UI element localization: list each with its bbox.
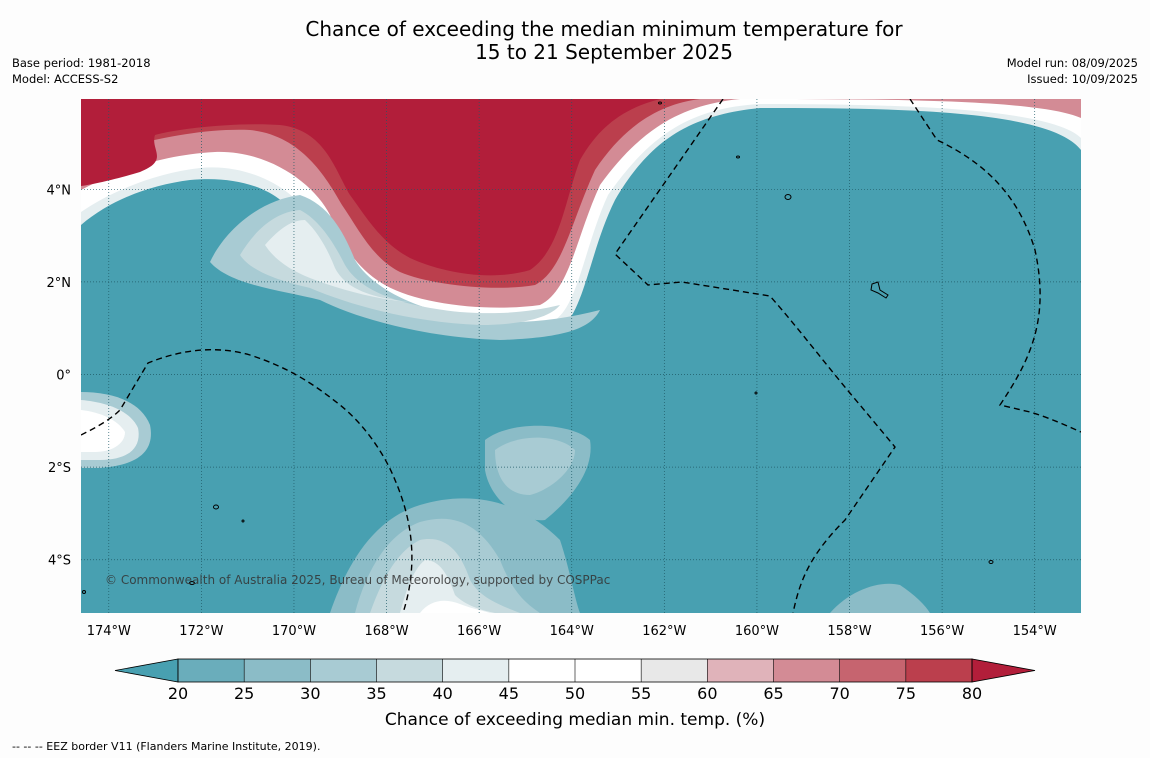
colorbar-segment bbox=[178, 659, 245, 682]
eez-footnote: -- -- -- EEZ border V11 (Flanders Marine… bbox=[12, 740, 321, 753]
islands bbox=[82, 101, 994, 594]
island-3 bbox=[736, 155, 740, 159]
meta-left: Base period: 1981-2018 Model: ACCESS-S2 bbox=[12, 55, 151, 87]
colorbar-tick-label: 55 bbox=[631, 684, 651, 703]
colorbar-tick-label: 60 bbox=[697, 684, 717, 703]
colorbar-segment bbox=[707, 659, 774, 682]
colorbar-segment bbox=[310, 659, 377, 682]
colorbar-extend-high bbox=[971, 658, 1036, 683]
colorbar-segment bbox=[244, 659, 311, 682]
chart-title: Chance of exceeding the median minimum t… bbox=[0, 18, 1150, 64]
colorbar-segment bbox=[641, 659, 708, 682]
lat-tick-label: 4°S bbox=[48, 554, 71, 569]
lat-tick-label: 2°S bbox=[48, 461, 71, 476]
colorbar-tick-label: 65 bbox=[763, 684, 783, 703]
colorbar-segment bbox=[839, 659, 906, 682]
colorbar-tick-label: 35 bbox=[366, 684, 386, 703]
colorbar-extend-low bbox=[114, 658, 179, 683]
colorbar-tick-label: 20 bbox=[168, 684, 188, 703]
lon-tick-label: 160°W bbox=[735, 624, 779, 639]
island-1 bbox=[784, 194, 792, 200]
colorbar-tick-label: 75 bbox=[896, 684, 916, 703]
colorbar-segment bbox=[376, 659, 443, 682]
lat-tick-label: 4°N bbox=[47, 183, 72, 198]
title-line-2: 15 to 21 September 2025 bbox=[475, 40, 733, 64]
eez-border-west bbox=[81, 349, 413, 613]
island-9 bbox=[754, 391, 758, 395]
neutral-patch-west bbox=[81, 392, 151, 468]
meta-right: Model run: 08/09/2025 Issued: 10/09/2025 bbox=[1007, 55, 1138, 87]
colorbar-tick-label: 80 bbox=[962, 684, 982, 703]
colorbar: 20 25 30 35 40 45 50 55 60 65 70 75 80 bbox=[114, 658, 1036, 703]
cool-neutral-patch-north bbox=[210, 195, 600, 340]
colorbar-tick-label: 45 bbox=[499, 684, 519, 703]
lon-tick-label: 154°W bbox=[1013, 624, 1057, 639]
colorbar-tick-label: 50 bbox=[565, 684, 585, 703]
lat-tick-label: 0° bbox=[56, 369, 71, 384]
colorbar-tick-label: 70 bbox=[829, 684, 849, 703]
lon-tick-label: 158°W bbox=[827, 624, 871, 639]
title-line-1: Chance of exceeding the median minimum t… bbox=[305, 17, 903, 41]
colorbar-tick-label: 30 bbox=[300, 684, 320, 703]
lon-tick-label: 164°W bbox=[550, 624, 594, 639]
base-period-text: Base period: 1981-2018 bbox=[12, 56, 151, 70]
lon-tick-label: 168°W bbox=[364, 624, 408, 639]
lon-labels: 174°W 172°W 170°W 168°W 166°W 164°W 162°W 160°W… bbox=[87, 624, 1057, 639]
lon-tick-label: 166°W bbox=[457, 624, 501, 639]
island-5 bbox=[213, 504, 219, 510]
colorbar-label: Chance of exceeding median min. temp. (%… bbox=[384, 710, 766, 730]
colorbar-tick-label: 25 bbox=[234, 684, 254, 703]
copyright-text: © Commonwealth of Australia 2025, Bureau… bbox=[105, 573, 610, 587]
issued-text: Issued: 10/09/2025 bbox=[1027, 72, 1138, 86]
lon-tick-label: 170°W bbox=[272, 624, 316, 639]
lon-tick-label: 162°W bbox=[642, 624, 686, 639]
model-run-text: Model run: 08/09/2025 bbox=[1006, 56, 1138, 70]
colorbar-segment bbox=[442, 659, 509, 682]
island-4 bbox=[658, 101, 662, 105]
colorbar-segment bbox=[773, 659, 840, 682]
lat-tick-label: 2°N bbox=[47, 276, 72, 291]
model-text: Model: ACCESS-S2 bbox=[12, 72, 119, 86]
island-2 bbox=[870, 281, 889, 299]
colorbar-segment bbox=[905, 659, 972, 682]
eez-border-east bbox=[909, 99, 1081, 433]
island-7 bbox=[189, 581, 195, 585]
lon-tick-label: 174°W bbox=[87, 624, 131, 639]
island-10 bbox=[82, 590, 86, 594]
colorbar-segment bbox=[508, 659, 575, 682]
lat-labels: 4°N 2°N 0° 2°S 4°S bbox=[47, 183, 72, 568]
eez-borders bbox=[81, 99, 1081, 613]
colorbar-tick-label: 40 bbox=[432, 684, 452, 703]
lon-tick-label: 156°W bbox=[920, 624, 964, 639]
island-6 bbox=[241, 519, 245, 523]
eez-border-central bbox=[614, 99, 896, 613]
lon-tick-label: 172°W bbox=[179, 624, 223, 639]
colorbar-segment bbox=[575, 659, 642, 682]
island-8 bbox=[988, 560, 994, 564]
